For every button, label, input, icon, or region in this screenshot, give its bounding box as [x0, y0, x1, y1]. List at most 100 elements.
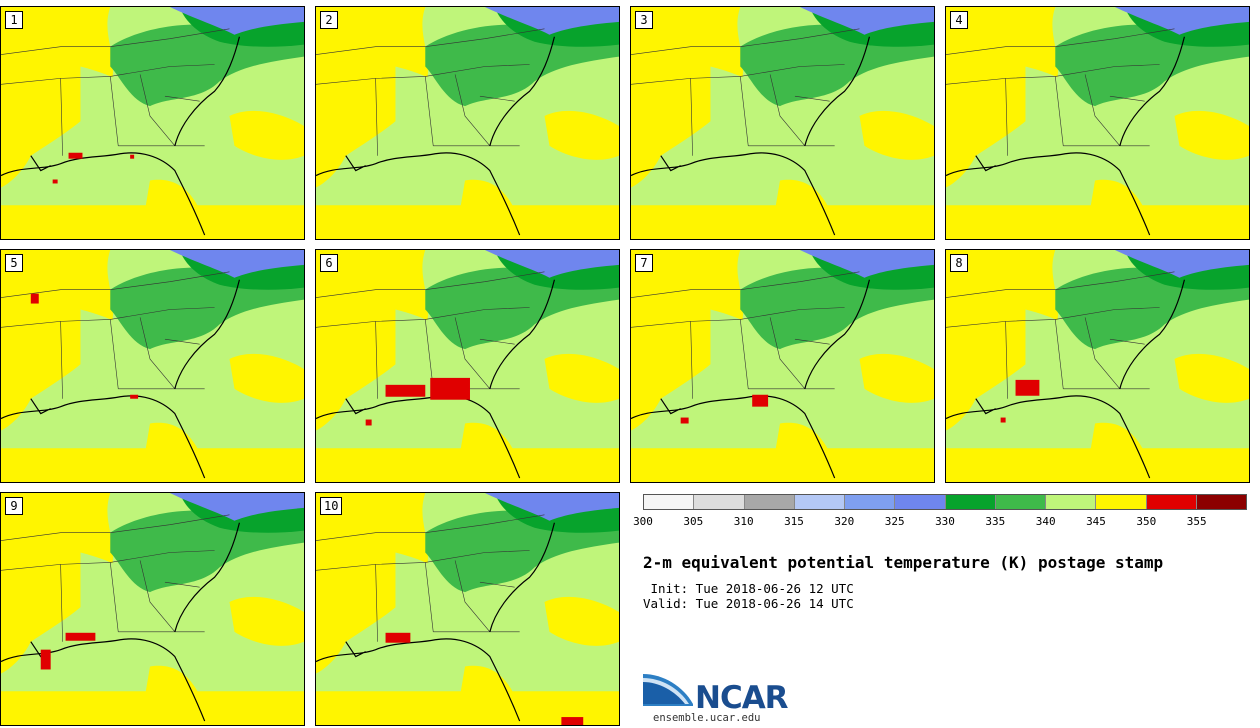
valid-time: Valid: Tue 2018-06-26 14 UTC: [643, 596, 854, 611]
map-panel-7: 7: [630, 249, 935, 483]
colorbar-cell: [1096, 495, 1147, 509]
ncar-swoosh-icon: [643, 674, 693, 706]
coastline: [316, 522, 556, 722]
coastline: [631, 279, 871, 479]
state-borders: [631, 271, 860, 399]
coastline: [946, 279, 1186, 479]
cold-region: [484, 250, 619, 278]
state-borders: [946, 28, 1175, 156]
panel-number: 3: [635, 11, 653, 29]
hot-spot: [561, 717, 584, 725]
warm-region: [946, 7, 1249, 239]
warm-region: [1, 250, 304, 482]
chart-title: 2-m equivalent potential temperature (K)…: [643, 553, 1164, 572]
hot-spot: [68, 152, 83, 159]
state-borders: [1, 28, 230, 156]
mild-region: [395, 552, 485, 643]
panel-number: 6: [320, 254, 338, 272]
map-svg: [631, 250, 934, 482]
hot-spot: [130, 154, 135, 159]
mild-region: [1025, 309, 1115, 400]
hot-spot: [430, 377, 470, 400]
map-panel-2: 2: [315, 6, 620, 240]
mild-region: [710, 66, 800, 157]
panel-number: 1: [5, 11, 23, 29]
colorbar-tick-label: 300: [633, 515, 653, 528]
panel-number: 9: [5, 497, 23, 515]
mild-region: [80, 309, 170, 400]
ncar-logo: NCAR ensemble.ucar.edu: [643, 672, 803, 726]
cold-region: [799, 250, 934, 278]
mild-region: [1025, 66, 1115, 157]
colorbar-cell: [744, 495, 795, 509]
colorbar-cell: [995, 495, 1046, 509]
map-svg: [316, 250, 619, 482]
map-panel-9: 9: [0, 492, 305, 726]
state-borders: [946, 271, 1175, 399]
colorbar-cell: [1146, 495, 1197, 509]
colorbar: [643, 494, 1247, 510]
ncar-url: ensemble.ucar.edu: [653, 712, 761, 724]
colorbar-cell: [845, 495, 896, 509]
hot-spot: [385, 384, 426, 397]
warm-region: [1, 7, 304, 239]
hot-spot: [680, 417, 689, 424]
colorbar-tick-label: 310: [733, 515, 754, 528]
map-panel-8: 8: [945, 249, 1250, 483]
map-svg: [631, 7, 934, 239]
colorbar-cell: [945, 495, 996, 509]
colorbar-cell: [1196, 495, 1246, 509]
time-info: Init: Tue 2018-06-26 12 UTC Valid: Tue 2…: [643, 581, 854, 611]
cold-region: [169, 493, 304, 521]
colorbar-tick-label: 320: [834, 515, 855, 528]
map-panel-10: 10: [315, 492, 620, 726]
colorbar-cell: [794, 495, 845, 509]
hot-spot: [65, 632, 96, 641]
map-panel-6: 6: [315, 249, 620, 483]
map-svg: [946, 250, 1249, 482]
map-svg: [316, 7, 619, 239]
warm-region: [631, 250, 934, 482]
panel-number: 5: [5, 254, 23, 272]
warm-region: [316, 493, 619, 725]
state-borders: [316, 28, 545, 156]
mild-region: [395, 309, 485, 400]
hot-spot: [130, 394, 139, 399]
hot-spot: [1015, 379, 1040, 396]
ncar-wordmark: NCAR: [695, 680, 789, 716]
panel-number: 8: [950, 254, 968, 272]
cold-region: [169, 7, 304, 35]
colorbar-tick-label: 330: [935, 515, 955, 528]
colorbar-cell: [895, 495, 946, 509]
mild-region: [80, 66, 170, 157]
cold-region: [484, 493, 619, 521]
hot-spot: [752, 394, 769, 407]
colorbar-cell: [694, 495, 745, 509]
hot-spot: [385, 632, 411, 643]
mild-region: [710, 309, 800, 400]
hot-spot: [40, 649, 51, 670]
map-panel-1: 1: [0, 6, 305, 240]
init-time: Init: Tue 2018-06-26 12 UTC: [643, 581, 854, 596]
coastline: [1, 36, 241, 236]
panel-number: 7: [635, 254, 653, 272]
map-svg: [1, 250, 304, 482]
coastline: [946, 36, 1186, 236]
panel-number: 10: [320, 497, 343, 515]
coastline: [1, 279, 241, 479]
warm-region: [316, 7, 619, 239]
colorbar-tick-label: 345: [1086, 515, 1106, 528]
warm-region: [1, 493, 304, 725]
panel-number: 4: [950, 11, 968, 29]
colorbar-tick-label: 305: [683, 515, 704, 528]
colorbar-cell: [1046, 495, 1097, 509]
warm-region: [316, 250, 619, 482]
state-borders: [1, 271, 230, 399]
warm-region: [631, 7, 934, 239]
map-svg: [1, 7, 304, 239]
colorbar-ticks: 300 305 310 315 320 325 330 335 340 345 350 355: [633, 515, 1247, 529]
colorbar-tick-label: 335: [985, 515, 1006, 528]
coastline: [631, 36, 871, 236]
coastline: [316, 36, 556, 236]
map-panel-3: 3: [630, 6, 935, 240]
